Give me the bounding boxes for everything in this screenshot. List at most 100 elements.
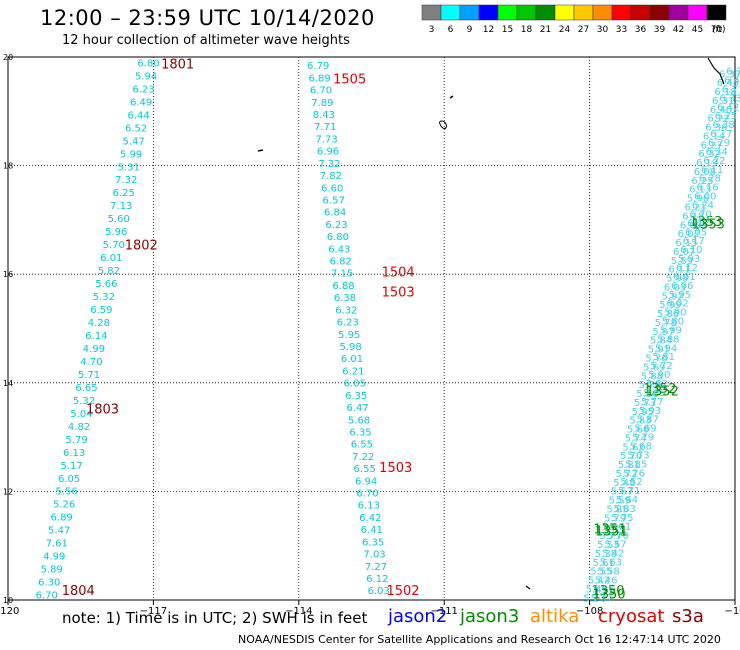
- wave-height-label: 5.99: [659, 300, 681, 311]
- time-label: 1352: [643, 382, 676, 397]
- wave-height-label: 5.78: [655, 318, 677, 329]
- wave-height-label: 5.63: [600, 558, 622, 569]
- wave-height-label: 5.79: [604, 513, 626, 524]
- colorbar-tick-label: 30: [597, 25, 609, 35]
- wave-height-label: 5.79: [65, 435, 87, 446]
- credit-line: NOAA/NESDIS Center for Satellite Applica…: [238, 633, 721, 646]
- lon-tick-label: −111: [430, 606, 457, 617]
- wave-height-label: 6.29: [708, 138, 730, 149]
- wave-height-label: 6.32: [698, 149, 720, 160]
- wave-height-label: 7.82: [320, 171, 342, 182]
- wave-height-label: 5.75: [611, 513, 633, 524]
- wave-height-label: 7.15: [331, 269, 353, 280]
- wave-height-label: 5.70: [607, 531, 629, 542]
- wave-height-label: 6.24: [692, 200, 714, 211]
- wave-height-label: 6.34: [706, 147, 728, 158]
- wave-height-label: 6.41: [361, 525, 383, 536]
- wave-height-label: 5.61: [593, 558, 615, 569]
- colorbar-tick-label: 15: [502, 25, 513, 35]
- wave-height-label: 6.25: [715, 111, 737, 122]
- lat-tick-label: 10: [3, 596, 13, 605]
- wave-height-label: 6.19: [696, 158, 718, 169]
- wave-height-label: 6.20: [689, 209, 711, 220]
- wave-height-label: 6.88: [332, 281, 354, 292]
- time-label: 1350: [592, 587, 625, 602]
- wave-height-label: 5.79: [639, 380, 661, 391]
- wave-height-label: 5.31: [118, 162, 140, 173]
- wave-height-label: 6.59: [90, 305, 112, 316]
- legend-cryosat: cryosat: [598, 606, 665, 627]
- colorbar-tick-label: 27: [578, 25, 589, 35]
- wave-height-label: 6.13: [63, 448, 85, 459]
- colorbar-swatch: [668, 4, 689, 21]
- wave-height-label: 5.48: [613, 478, 635, 489]
- wave-height-label: 6.47: [347, 403, 369, 414]
- wave-height-label: 6.25: [691, 176, 713, 187]
- wave-height-label: 4.70: [80, 357, 102, 368]
- wave-height-label: 6.13: [358, 501, 380, 512]
- time-label: 1503: [382, 286, 415, 301]
- colorbar-swatch: [421, 4, 442, 21]
- wave-height-label: 5.47: [48, 526, 70, 537]
- lat-tick-label: 12: [3, 487, 13, 496]
- colorbar-tick-label: 39: [654, 25, 666, 35]
- wave-height-label: 6.15: [675, 238, 697, 249]
- wave-height-label: 5.98: [339, 342, 361, 353]
- wave-height-label: 6.84: [324, 208, 346, 219]
- colorbar-swatch: [440, 4, 461, 21]
- wave-height-label: 5.66: [95, 279, 117, 290]
- wave-height-label: 6.17: [710, 129, 732, 140]
- wave-height-label: 6.07: [673, 247, 695, 258]
- colorbar-tick-label: 18: [521, 25, 533, 35]
- time-label: 1804: [62, 584, 95, 599]
- wave-height-label: 5.72: [650, 361, 672, 372]
- colorbar-swatch: [706, 4, 727, 21]
- wave-height-label: 5.32: [73, 396, 95, 407]
- wave-height-label: 5.90: [648, 370, 670, 381]
- track-d: 5.375.515.465.585.635.425.575.705.615.75…: [591, 67, 740, 605]
- wave-height-label: 6.60: [321, 183, 343, 194]
- wave-height-label: 5.89: [671, 256, 693, 267]
- wave-height-label: 6.14: [85, 331, 107, 342]
- colorbar-swatch: [687, 4, 708, 21]
- wave-height-label: 6.21: [685, 203, 707, 214]
- wave-height-label: 6.35: [345, 391, 367, 402]
- wave-height-label: 5.58: [597, 567, 619, 578]
- wave-height-label: 5.52: [620, 477, 642, 488]
- wave-height-label: 6.44: [127, 110, 149, 121]
- map-grid: -120 −117 −114 −111 −108 −10 10 12 14 16 18 20: [0, 53, 740, 617]
- wave-height-label: 6.21: [342, 366, 364, 377]
- wave-height-label: 6.70: [36, 591, 58, 602]
- wave-height-label: 5.55: [590, 567, 612, 578]
- wave-height-label: 5.83: [614, 504, 636, 515]
- wave-height-label: 6.38: [334, 293, 356, 304]
- wave-height-label: 5.87: [637, 415, 659, 426]
- wave-height-label: 5.27: [583, 593, 605, 604]
- wave-height-label: 6.35: [349, 427, 371, 438]
- wave-height-label: 5.97: [652, 327, 674, 338]
- wave-height-label: 6.36: [705, 123, 727, 134]
- wave-height-label: 5.86: [657, 309, 679, 320]
- wave-height-label: 6.55: [354, 464, 376, 475]
- wave-height-label: 6.02: [678, 229, 700, 240]
- wave-height-label: 7.22: [352, 452, 374, 463]
- wave-height-label: 6.16: [696, 183, 718, 194]
- lat-tick-label: 14: [3, 379, 13, 388]
- colorbar-tick-label: 21: [540, 25, 551, 35]
- wave-height-label: 5.26: [53, 500, 75, 511]
- wave-height-label: 6.05: [344, 379, 366, 390]
- colorbar-tick-label: 3: [429, 25, 435, 35]
- satellite-tracks: 6.70 6.30 5.89 4.99 7.61 5.47 6.89 5.26 5.56 6.05…: [36, 58, 740, 605]
- wave-height-label: 5.89: [41, 565, 63, 576]
- wave-height-label: 5.83: [629, 416, 651, 427]
- lat-tick-label: 18: [3, 162, 13, 171]
- wave-height-label: 5.53: [597, 540, 619, 551]
- wave-height-label: 5.42: [602, 549, 624, 560]
- wave-height-label: 4.82: [68, 422, 90, 433]
- time-label: 1502: [386, 584, 419, 599]
- time-label: 1352: [646, 384, 679, 399]
- time-label: 1503: [379, 461, 412, 476]
- wave-height-label: 5.96: [687, 194, 709, 205]
- wave-height-label: 7.27: [365, 562, 387, 573]
- lon-tick-label: −114: [285, 606, 312, 617]
